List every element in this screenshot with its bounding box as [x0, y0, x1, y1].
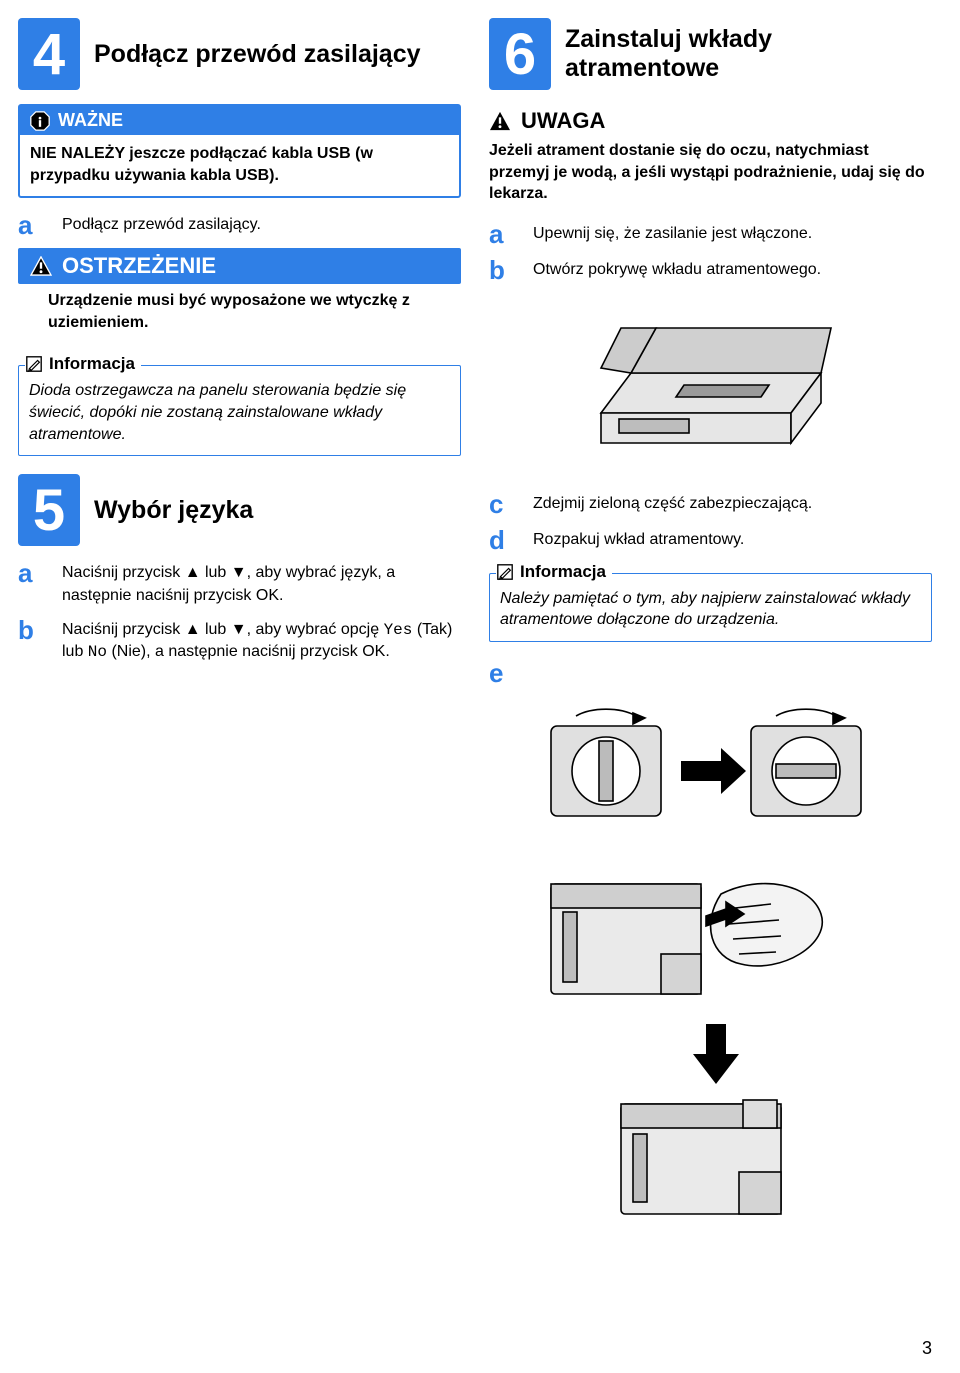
- step6-title: Zainstaluj wkłady atramentowe: [565, 25, 932, 83]
- caution-label: UWAGA: [521, 108, 605, 134]
- cartridge-handling-icon: [511, 854, 911, 1234]
- knob-turn-icon: [521, 696, 901, 836]
- letter-b: b: [489, 257, 515, 283]
- arrow-down-icon: [693, 1024, 739, 1084]
- step5-header: 5 Wybór języka: [18, 474, 461, 546]
- info-box-2: Informacja Należy pamiętać o tym, aby na…: [489, 573, 932, 642]
- info2-body: Należy pamiętać o tym, aby najpierw zain…: [500, 582, 921, 631]
- step6-a-text: Upewnij się, że zasilanie jest włączone.: [533, 221, 812, 247]
- step6-item-a: a Upewnij się, że zasilanie jest włączon…: [489, 221, 932, 247]
- step4-number: 4: [18, 18, 80, 90]
- letter-d: d: [489, 527, 515, 553]
- step5-b-text: Naciśnij przycisk ▲ lub ▼, aby wybrać op…: [62, 617, 461, 664]
- info-box-1: Informacja Dioda ostrzegawcza na panelu …: [18, 365, 461, 456]
- step6-d-text: Rozpakuj wkład atramentowy.: [533, 527, 744, 553]
- step5-b-no: No: [88, 643, 107, 661]
- right-column: 6 Zainstaluj wkłady atramentowe UWAGA Je…: [489, 18, 932, 1252]
- step6-b-text: Otwórz pokrywę wkładu atramentowego.: [533, 257, 821, 283]
- info2-title-row: Informacja: [496, 562, 612, 582]
- step4-item-a: a Podłącz przewód zasilający.: [18, 212, 461, 238]
- info2-label: Informacja: [520, 562, 606, 582]
- letter-e: e: [489, 660, 515, 686]
- step6-item-c: c Zdejmij zieloną część zabezpieczającą.: [489, 491, 932, 517]
- step4-header: 4 Podłącz przewód zasilający: [18, 18, 461, 90]
- warning-header: OSTRZEŻENIE: [18, 248, 461, 284]
- letter-b: b: [18, 617, 44, 664]
- step5-title: Wybór języka: [94, 496, 253, 525]
- important-box: WAŻNE NIE NALEŻY jeszcze podłączać kabla…: [18, 104, 461, 198]
- caution-triangle-icon: [489, 111, 511, 131]
- step5-b-prefix: Naciśnij przycisk ▲ lub ▼, aby wybrać op…: [62, 621, 384, 638]
- stop-icon: [30, 111, 50, 131]
- step4-title: Podłącz przewód zasilający: [94, 40, 421, 69]
- step5-b-yes: Yes: [384, 621, 413, 639]
- step6-item-d: d Rozpakuj wkład atramentowy.: [489, 527, 932, 553]
- step6-header: 6 Zainstaluj wkłady atramentowe: [489, 18, 932, 90]
- warning-triangle-icon: [30, 256, 52, 276]
- note-icon: [25, 355, 43, 373]
- important-header: WAŻNE: [20, 106, 459, 135]
- arrow-right-icon: [681, 748, 746, 794]
- step5-item-b: b Naciśnij przycisk ▲ lub ▼, aby wybrać …: [18, 617, 461, 664]
- step5-b-suffix: (Nie), a następnie naciśnij przycisk OK.: [107, 643, 390, 660]
- info1-title-row: Informacja: [25, 354, 141, 374]
- step5-a-text: Naciśnij przycisk ▲ lub ▼, aby wybrać ję…: [62, 560, 461, 607]
- important-label: WAŻNE: [58, 110, 123, 131]
- step6-item-e: e: [489, 660, 932, 686]
- caution-body: Jeżeli atrament dostanie się do oczu, na…: [489, 140, 932, 205]
- printer-open-icon: [561, 293, 861, 473]
- important-body: NIE NALEŻY jeszcze podłączać kabla USB (…: [20, 135, 459, 196]
- letter-a: a: [18, 560, 44, 607]
- note-icon: [496, 563, 514, 581]
- warning-label: OSTRZEŻENIE: [62, 253, 216, 279]
- step6-item-b: b Otwórz pokrywę wkładu atramentowego.: [489, 257, 932, 283]
- warning-box: OSTRZEŻENIE Urządzenie musi być wyposażo…: [18, 248, 461, 343]
- left-column: 4 Podłącz przewód zasilający WAŻNE NIE N…: [18, 18, 461, 1252]
- info1-label: Informacja: [49, 354, 135, 374]
- page-number: 3: [922, 1338, 932, 1359]
- step4-a-text: Podłącz przewód zasilający.: [62, 212, 261, 238]
- caution-header: UWAGA: [489, 104, 932, 140]
- step5-number: 5: [18, 474, 80, 546]
- step5-item-a: a Naciśnij przycisk ▲ lub ▼, aby wybrać …: [18, 560, 461, 607]
- step6-c-text: Zdejmij zieloną część zabezpieczającą.: [533, 491, 812, 517]
- info1-body: Dioda ostrzegawcza na panelu sterowania …: [29, 374, 450, 445]
- letter-a: a: [489, 221, 515, 247]
- letter-c: c: [489, 491, 515, 517]
- letter-a: a: [18, 212, 44, 238]
- warning-body: Urządzenie musi być wyposażone we wtyczk…: [18, 290, 461, 343]
- step6-number: 6: [489, 18, 551, 90]
